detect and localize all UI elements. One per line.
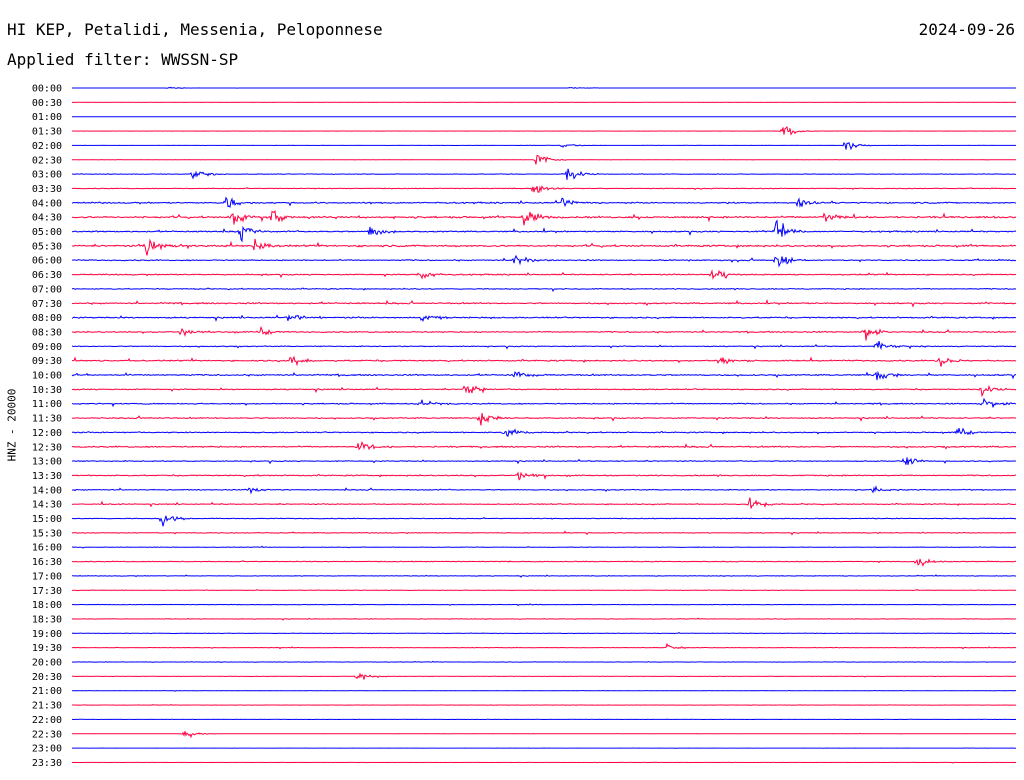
trace-row-0700 bbox=[71, 287, 1017, 292]
trace-row-2000 bbox=[71, 660, 1016, 663]
time-tick-label: 20:00 bbox=[32, 658, 62, 669]
time-tick-label: 14:00 bbox=[32, 485, 62, 496]
time-tick-label: 16:30 bbox=[32, 557, 62, 568]
time-tick-label: 19:30 bbox=[32, 643, 62, 654]
trace-row-0330 bbox=[71, 185, 1017, 193]
time-tick-label: 23:00 bbox=[32, 744, 62, 755]
trace-row-1800 bbox=[72, 603, 1017, 607]
trace-row-0900 bbox=[71, 340, 1017, 351]
trace-row-0800 bbox=[71, 314, 1017, 322]
station-title: HI KEP, Petalidi, Messenia, Peloponnese bbox=[7, 20, 383, 39]
time-tick-label: 11:00 bbox=[32, 399, 62, 410]
time-tick-label: 07:00 bbox=[32, 284, 62, 295]
trace-row-0300 bbox=[71, 168, 1017, 180]
time-tick-label: 09:00 bbox=[32, 342, 62, 353]
trace-row-1700 bbox=[71, 574, 1016, 578]
time-tick-label: 06:00 bbox=[32, 256, 62, 267]
time-tick-label: 22:00 bbox=[32, 715, 62, 726]
trace-row-1830 bbox=[71, 617, 1017, 621]
time-tick-label: 12:30 bbox=[32, 442, 62, 453]
time-tick-label: 14:30 bbox=[32, 500, 62, 511]
time-tick-label: 08:30 bbox=[32, 327, 62, 338]
trace-row-1030 bbox=[71, 384, 1017, 398]
time-tick-label: 03:30 bbox=[32, 184, 62, 195]
trace-row-0130 bbox=[71, 126, 1016, 136]
time-tick-label: 01:30 bbox=[32, 127, 62, 138]
time-tick-label: 05:30 bbox=[32, 241, 62, 252]
time-tick-label: 11:30 bbox=[32, 414, 62, 425]
trace-row-0630 bbox=[71, 269, 1017, 281]
trace-row-1000 bbox=[71, 370, 1017, 381]
time-tick-label: 10:30 bbox=[32, 385, 62, 396]
trace-row-1900 bbox=[71, 632, 1017, 635]
filter-label: Applied filter: WWSSN-SP bbox=[7, 50, 239, 69]
trace-row-1100 bbox=[71, 397, 1016, 408]
time-tick-label: 00:00 bbox=[32, 84, 62, 95]
trace-row-0200 bbox=[71, 141, 1016, 151]
trace-row-1600 bbox=[71, 545, 1017, 549]
trace-row-0400 bbox=[71, 196, 1017, 209]
trace-row-1230 bbox=[71, 441, 1017, 451]
trace-row-0230 bbox=[72, 154, 1017, 165]
trace-row-2130 bbox=[72, 704, 1016, 706]
time-tick-label: 18:30 bbox=[32, 614, 62, 625]
trace-row-1200 bbox=[72, 427, 1017, 437]
time-tick-label: 03:00 bbox=[32, 170, 62, 181]
time-tick-label: 01:00 bbox=[32, 112, 62, 123]
time-tick-label: 09:30 bbox=[32, 356, 62, 367]
trace-row-1300 bbox=[72, 457, 1017, 465]
time-tick-label: 20:30 bbox=[32, 672, 62, 683]
time-tick-label: 23:30 bbox=[32, 758, 62, 769]
time-tick-label: 07:30 bbox=[32, 299, 62, 310]
time-tick-label: 00:30 bbox=[32, 98, 62, 109]
trace-row-0600 bbox=[71, 254, 1017, 268]
trace-row-2100 bbox=[71, 689, 1016, 692]
trace-row-0000 bbox=[72, 86, 1016, 89]
time-tick-label: 15:30 bbox=[32, 528, 62, 539]
time-tick-label: 12:00 bbox=[32, 428, 62, 439]
trace-row-1430 bbox=[71, 497, 1017, 509]
time-tick-label: 16:00 bbox=[32, 543, 62, 554]
trace-row-1930 bbox=[71, 642, 1017, 650]
time-tick-label: 18:00 bbox=[32, 600, 62, 611]
trace-row-1400 bbox=[71, 485, 1017, 495]
trace-row-0530 bbox=[71, 238, 1017, 256]
date-label: 2024-09-26 bbox=[918, 20, 1015, 39]
time-tick-label: 04:00 bbox=[32, 198, 62, 209]
trace-row-2230 bbox=[71, 731, 1017, 739]
time-tick-label: 04:30 bbox=[32, 213, 62, 224]
trace-row-1730 bbox=[71, 589, 1017, 592]
trace-row-1330 bbox=[71, 471, 1017, 481]
trace-row-2030 bbox=[72, 672, 1017, 680]
trace-row-1500 bbox=[71, 515, 1017, 527]
time-tick-label: 10:00 bbox=[32, 371, 62, 382]
time-tick-label: 17:00 bbox=[32, 571, 62, 582]
time-tick-label: 13:00 bbox=[32, 457, 62, 468]
time-tick-label: 19:00 bbox=[32, 629, 62, 640]
time-tick-label: 22:30 bbox=[32, 729, 62, 740]
time-tick-label: 08:00 bbox=[32, 313, 62, 324]
time-tick-label: 17:30 bbox=[32, 586, 62, 597]
time-tick-label: 02:30 bbox=[32, 155, 62, 166]
trace-row-1530 bbox=[71, 530, 1017, 536]
trace-row-0730 bbox=[71, 298, 1017, 308]
time-tick-label: 06:30 bbox=[32, 270, 62, 281]
time-tick-label: 21:30 bbox=[32, 701, 62, 712]
trace-row-0430 bbox=[71, 209, 1017, 226]
trace-row-0830 bbox=[71, 325, 1017, 341]
time-tick-label: 05:00 bbox=[32, 227, 62, 238]
trace-row-2330 bbox=[72, 761, 1017, 764]
time-tick-label: 15:00 bbox=[32, 514, 62, 525]
time-tick-label: 02:00 bbox=[32, 141, 62, 152]
time-tick-label: 21:00 bbox=[32, 686, 62, 697]
trace-row-0930 bbox=[71, 355, 1017, 367]
time-tick-label: 13:30 bbox=[32, 471, 62, 482]
trace-row-1130 bbox=[71, 412, 1017, 426]
trace-row-0500 bbox=[71, 219, 1017, 243]
trace-row-1630 bbox=[71, 558, 1017, 567]
